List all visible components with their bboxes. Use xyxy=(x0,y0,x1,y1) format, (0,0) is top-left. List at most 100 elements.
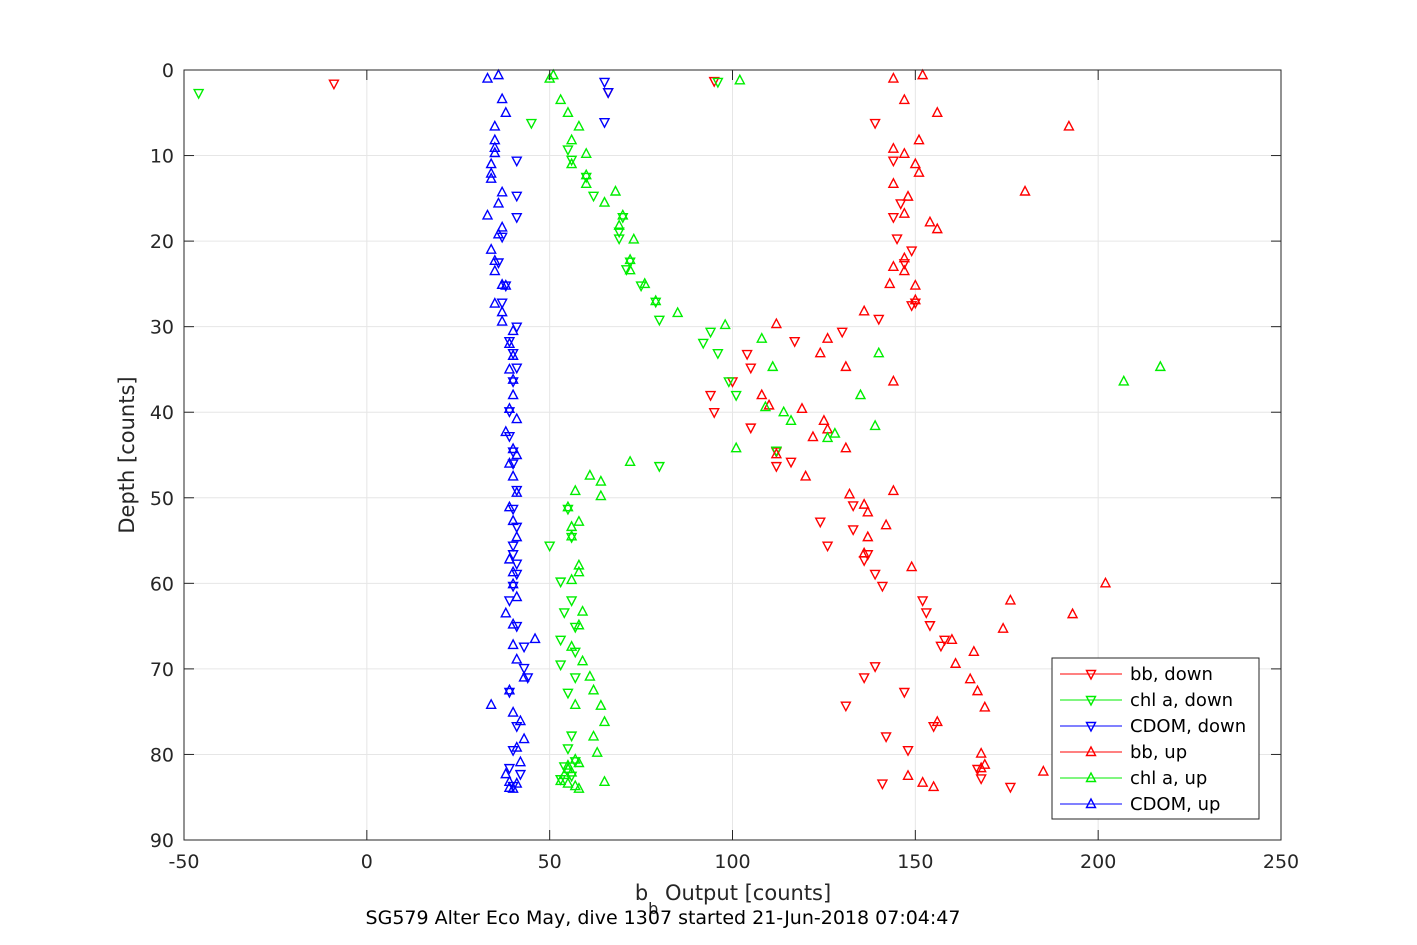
data-point xyxy=(1019,184,1031,196)
data-point xyxy=(862,505,874,517)
data-point xyxy=(876,779,889,791)
data-point xyxy=(573,565,585,577)
data-point xyxy=(639,277,651,289)
data-point xyxy=(975,761,987,773)
data-point xyxy=(500,425,512,437)
data-point xyxy=(1118,374,1130,386)
data-point xyxy=(836,327,848,339)
data-point xyxy=(902,190,914,201)
data-point xyxy=(492,227,505,239)
data-point xyxy=(770,446,783,458)
y-tick-label: 50 xyxy=(150,488,174,510)
data-point xyxy=(511,559,523,571)
data-point xyxy=(507,638,519,650)
series-5 xyxy=(481,68,541,793)
data-point xyxy=(562,777,574,788)
data-point xyxy=(829,427,841,438)
data-point xyxy=(818,414,830,425)
data-point xyxy=(964,672,976,684)
data-point xyxy=(576,654,589,666)
series-1 xyxy=(192,77,783,786)
data-point xyxy=(884,277,896,289)
data-point xyxy=(862,530,874,542)
data-point xyxy=(507,504,519,516)
legend-label: chl a, down xyxy=(1130,690,1233,711)
data-point xyxy=(624,253,636,265)
data-point xyxy=(730,390,742,402)
data-point xyxy=(489,254,501,265)
data-point xyxy=(507,577,519,589)
data-point xyxy=(507,514,519,526)
data-point xyxy=(500,279,512,290)
legend-label: bb, up xyxy=(1130,742,1187,763)
data-point xyxy=(617,212,629,224)
series-4 xyxy=(544,68,1166,793)
data-point xyxy=(697,338,709,350)
data-point xyxy=(525,118,538,130)
data-point xyxy=(895,199,907,210)
data-point xyxy=(821,431,834,443)
data-point xyxy=(507,565,519,577)
data-point xyxy=(565,640,578,651)
series-3 xyxy=(756,68,1112,792)
data-point xyxy=(511,486,523,497)
data-point xyxy=(869,569,881,581)
data-point xyxy=(796,402,808,413)
data-point xyxy=(500,281,512,293)
data-point xyxy=(971,764,984,776)
data-point xyxy=(891,234,903,246)
data-point xyxy=(511,741,523,752)
data-point xyxy=(854,388,867,400)
data-point xyxy=(1037,765,1049,776)
data-point xyxy=(503,763,516,775)
data-point xyxy=(916,776,929,787)
data-point xyxy=(862,550,874,561)
data-point xyxy=(507,373,519,384)
data-point xyxy=(507,324,519,336)
chart-title: SG579 Alter Eco May, dive 1307 started 2… xyxy=(366,907,961,929)
data-point xyxy=(558,608,570,619)
data-point xyxy=(554,774,567,786)
data-point xyxy=(587,729,600,741)
data-point xyxy=(712,348,724,360)
data-point xyxy=(873,314,885,326)
x-tick-label: 0 xyxy=(361,851,373,873)
data-point xyxy=(843,487,856,499)
data-point xyxy=(869,662,881,673)
legend-entry: CDOM, up xyxy=(1060,794,1220,815)
data-point xyxy=(573,756,585,768)
data-point xyxy=(913,166,925,177)
data-point xyxy=(595,489,607,501)
data-point xyxy=(565,529,578,541)
data-point xyxy=(1099,576,1112,588)
data-point xyxy=(580,147,592,159)
data-point xyxy=(511,777,523,788)
data-point xyxy=(518,642,530,654)
data-point xyxy=(704,390,717,402)
data-point xyxy=(562,762,574,774)
data-point xyxy=(770,461,783,473)
data-point xyxy=(503,775,516,787)
data-point xyxy=(898,147,911,159)
x-axis-label: bb Output [counts] xyxy=(635,881,831,918)
data-point xyxy=(496,315,508,326)
data-point xyxy=(971,684,984,696)
data-point xyxy=(507,349,519,360)
legend-entry: bb, down xyxy=(1060,664,1213,685)
data-point xyxy=(767,360,779,372)
data-point xyxy=(858,546,870,558)
data-point xyxy=(898,259,911,270)
data-point xyxy=(565,155,578,167)
data-point xyxy=(975,774,987,785)
data-point xyxy=(613,234,625,246)
data-point xyxy=(511,621,523,633)
data-point xyxy=(624,257,636,269)
data-point xyxy=(518,663,530,675)
data-point xyxy=(496,92,508,104)
data-point xyxy=(573,618,585,630)
data-point xyxy=(759,400,772,412)
data-point xyxy=(887,142,900,153)
data-point xyxy=(821,332,834,343)
data-point xyxy=(522,673,534,684)
data-point xyxy=(858,673,870,684)
